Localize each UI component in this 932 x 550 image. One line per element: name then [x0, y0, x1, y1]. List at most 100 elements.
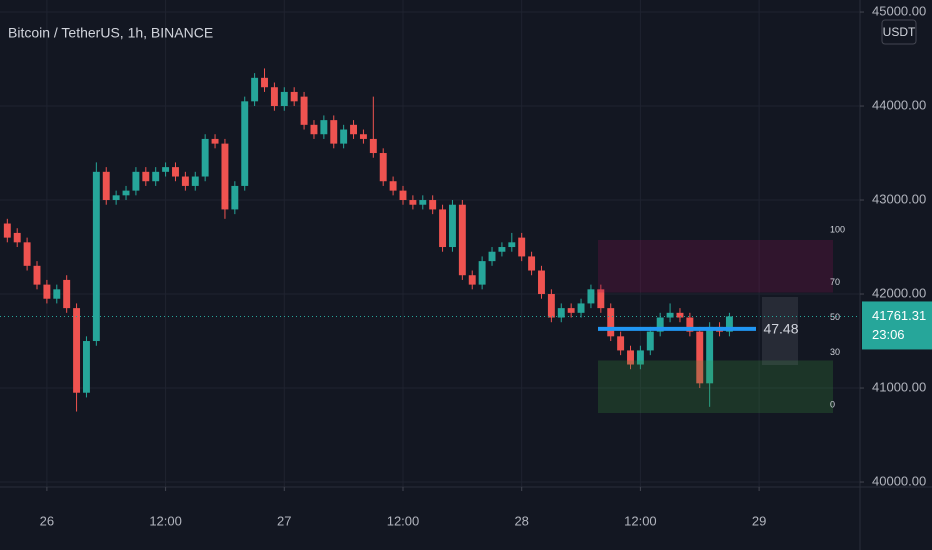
chart-title: Bitcoin / TetherUS, 1h, BINANCE	[8, 25, 213, 41]
candle-body	[567, 308, 575, 313]
x-tick-label: 28	[514, 513, 528, 528]
candle-body	[696, 331, 704, 384]
candle-body	[676, 312, 684, 318]
candle-body	[13, 232, 21, 243]
candle-body	[557, 308, 565, 318]
candle-body	[241, 101, 249, 186]
candle-body	[528, 256, 536, 271]
upper-zone	[598, 240, 833, 293]
candle-body	[636, 350, 644, 365]
candle-body	[201, 138, 209, 177]
candle-body	[300, 96, 308, 125]
candle-body	[458, 204, 466, 276]
last-price-label: 41761.31	[872, 308, 926, 323]
plot: 100 70 50 30 0 47.48	[0, 68, 860, 413]
x-tick-label: 26	[40, 513, 54, 528]
currency-label[interactable]: USDT	[883, 25, 916, 39]
level-label: 50	[830, 312, 840, 322]
candle-body	[261, 77, 268, 88]
candle-body	[211, 138, 219, 144]
candle-body	[112, 195, 120, 201]
candle-body	[162, 167, 170, 172]
candle-body	[82, 341, 90, 393]
candle-body	[270, 87, 278, 107]
candle-body	[53, 289, 61, 299]
candle-body	[369, 138, 377, 154]
candle-body	[340, 129, 348, 144]
candle-body	[221, 143, 229, 210]
currency-button[interactable]	[881, 19, 917, 45]
candle-body	[43, 284, 51, 299]
candle-body	[627, 350, 634, 365]
candle-body	[379, 153, 387, 182]
candle-body	[320, 120, 328, 135]
candle-body	[3, 223, 11, 238]
candle-body	[389, 181, 397, 191]
last-price-marker	[862, 301, 932, 350]
x-tick-label: 12:00	[387, 513, 420, 528]
x-tick-label: 12:00	[149, 513, 182, 528]
candle-body	[478, 261, 486, 285]
candle-body	[23, 242, 31, 266]
overlay-value: 47.48	[763, 321, 798, 337]
y-tick-label: 45000.00	[872, 3, 926, 18]
candle-body	[666, 312, 674, 318]
axes: 40000.00 41000.00 42000.00 43000.00 44000.00…	[40, 3, 932, 528]
candle-body	[399, 190, 407, 201]
candle-body	[92, 171, 100, 342]
y-tick-label: 43000.00	[872, 191, 926, 206]
candle-body	[518, 237, 526, 257]
candle-body	[310, 124, 318, 135]
level-label: 30	[830, 347, 840, 357]
level-label: 70	[830, 277, 840, 287]
candle-body	[63, 279, 71, 309]
candle-body	[706, 326, 714, 384]
candle-body	[181, 176, 189, 186]
overlay-value-box	[762, 297, 798, 365]
y-tick-label: 44000.00	[872, 97, 926, 112]
candle-body	[448, 204, 456, 248]
candle-body	[656, 317, 664, 332]
candle-body	[725, 316, 733, 332]
candle-body	[439, 209, 447, 248]
x-tick-label: 29	[752, 513, 766, 528]
candle-body	[617, 336, 625, 351]
candle-body	[142, 171, 150, 182]
level-label: 0	[830, 399, 835, 409]
candle-body	[587, 289, 595, 304]
candle-body	[33, 265, 41, 285]
candle-body	[488, 251, 496, 262]
lower-zone	[598, 360, 833, 413]
y-tick-label: 40000.00	[872, 473, 926, 488]
candle-body	[73, 308, 81, 393]
candle-body	[508, 242, 516, 248]
candle-body	[429, 200, 437, 210]
candle-body	[597, 289, 605, 309]
candle-body	[122, 190, 130, 196]
candle-body	[409, 200, 417, 205]
candle-body	[280, 91, 288, 107]
candle-body	[172, 167, 179, 177]
candle-body	[251, 77, 259, 102]
candle-body	[191, 176, 199, 186]
candle-body	[498, 247, 506, 252]
candle-body	[359, 134, 367, 139]
candle-body	[330, 120, 338, 144]
candle-body	[231, 185, 239, 210]
candle-body	[607, 308, 615, 337]
countdown: 23:06	[872, 327, 905, 342]
x-tick-label: 12:00	[624, 513, 657, 528]
level-label: 100	[830, 224, 845, 234]
y-tick-label: 42000.00	[872, 285, 926, 300]
candle-body	[419, 200, 427, 205]
candle-body	[468, 275, 476, 285]
candle-body	[290, 91, 298, 102]
candle-body	[102, 171, 110, 201]
candle-body	[538, 270, 545, 295]
candle-body	[132, 171, 140, 191]
candle-body	[577, 303, 585, 313]
x-tick-label: 27	[277, 513, 291, 528]
